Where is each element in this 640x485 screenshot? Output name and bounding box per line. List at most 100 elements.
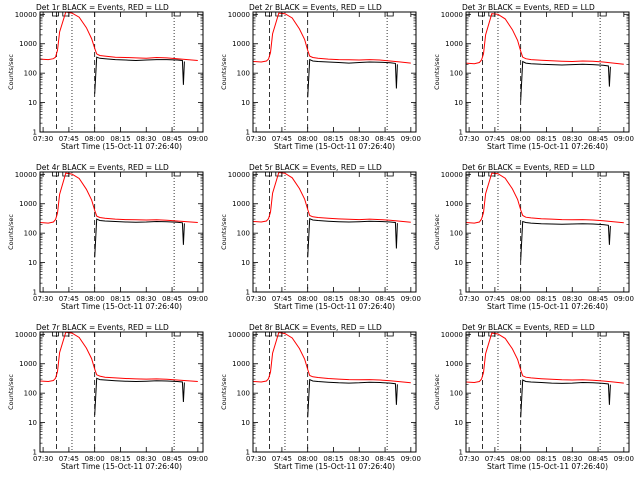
y-tick-label: 1: [459, 449, 463, 457]
series-line-events: [520, 220, 611, 261]
x-axis-label: Start Time (15-Oct-11 07:26:40): [61, 462, 182, 471]
x-tick-label: 08:15: [323, 135, 343, 143]
y-tick-label: 10: [28, 99, 37, 107]
y-tick-label: 1: [459, 289, 463, 297]
x-tick-label: 08:15: [110, 135, 130, 143]
top-bracket-mark: [265, 172, 272, 177]
top-bracket-mark: [173, 172, 181, 177]
y-tick-label: 1000: [445, 200, 463, 208]
x-axis-label: Start Time (15-Oct-11 07:26:40): [274, 142, 395, 151]
detector-panel-5: Det 5r BLACK = Events, RED = LLD 1 10 100 10…: [220, 163, 421, 311]
x-tick-label: 07:30: [459, 455, 479, 463]
x-tick-label: 09:00: [188, 295, 208, 303]
x-tick-label: 09:00: [188, 455, 208, 463]
y-tick-label: 10: [454, 99, 463, 107]
x-tick-label: 08:30: [349, 455, 369, 463]
series-line-lld: [253, 332, 411, 384]
x-tick-label: 08:45: [588, 135, 608, 143]
x-tick-label: 08:00: [298, 135, 318, 143]
y-tick-label: 1: [246, 289, 250, 297]
y-tick-label: 10000: [441, 11, 463, 19]
x-tick-label: 08:30: [136, 135, 156, 143]
y-tick-label: 1000: [232, 40, 250, 48]
x-axis-label: Start Time (15-Oct-11 07:26:40): [274, 462, 395, 471]
y-tick-label: 10000: [441, 171, 463, 179]
series-line-lld: [253, 12, 411, 64]
series-line-events: [94, 377, 185, 416]
top-bracket-mark: [173, 332, 181, 337]
x-tick-label: 08:45: [162, 295, 182, 303]
detector-panel-8: Det 8r BLACK = Events, RED = LLD 1 10 100 10…: [220, 323, 421, 471]
x-tick-label: 08:30: [562, 135, 582, 143]
y-tick-label: 1000: [19, 360, 37, 368]
plot-frame: [39, 171, 204, 293]
x-tick-label: 09:00: [401, 455, 421, 463]
chart-title: Det 1r BLACK = Events, RED = LLD: [36, 3, 169, 12]
x-tick-label: 09:00: [614, 455, 634, 463]
x-axis-label: Start Time (15-Oct-11 07:26:40): [61, 142, 182, 151]
y-tick-label: 1: [246, 449, 250, 457]
y-tick-label: 10: [241, 259, 250, 267]
series-line-lld: [466, 172, 624, 224]
x-tick-label: 08:45: [588, 295, 608, 303]
x-tick-label: 08:00: [511, 295, 531, 303]
x-tick-label: 08:15: [323, 295, 343, 303]
x-tick-label: 08:00: [511, 455, 531, 463]
y-tick-label: 100: [237, 70, 250, 78]
y-tick-label: 100: [24, 230, 37, 238]
series-line-lld: [40, 332, 198, 383]
x-tick-label: 07:45: [272, 455, 292, 463]
x-tick-label: 08:15: [110, 295, 130, 303]
x-axis-label: Start Time (15-Oct-11 07:26:40): [487, 142, 608, 151]
detector-panel-2: Det 2r BLACK = Events, RED = LLD 1 10 100 10…: [220, 3, 421, 151]
detector-panel-3: Det 3r BLACK = Events, RED = LLD 1 10 100 10…: [433, 3, 634, 151]
x-tick-label: 07:30: [459, 135, 479, 143]
x-tick-label: 08:00: [298, 295, 318, 303]
series-line-lld: [253, 172, 411, 223]
y-axis-label: Counts/sec: [220, 54, 228, 90]
y-tick-label: 100: [450, 230, 463, 238]
x-tick-label: 08:00: [511, 135, 531, 143]
plot-frame: [252, 11, 417, 133]
x-tick-label: 08:15: [536, 455, 556, 463]
x-tick-label: 08:15: [536, 295, 556, 303]
plot-frame: [465, 11, 630, 133]
x-tick-label: 07:45: [272, 295, 292, 303]
chart-title: Det 9r BLACK = Events, RED = LLD: [462, 323, 595, 332]
x-axis-label: Start Time (15-Oct-11 07:26:40): [487, 462, 608, 471]
series-line-events: [307, 378, 398, 418]
chart-title: Det 8r BLACK = Events, RED = LLD: [249, 323, 382, 332]
series-line-events: [307, 58, 398, 98]
x-tick-label: 07:45: [59, 135, 79, 143]
x-tick-label: 07:45: [59, 295, 79, 303]
x-tick-label: 09:00: [401, 295, 421, 303]
y-tick-label: 1: [459, 129, 463, 137]
x-tick-label: 08:15: [536, 135, 556, 143]
y-tick-label: 100: [24, 390, 37, 398]
y-tick-label: 100: [237, 230, 250, 238]
series-line-lld: [40, 172, 198, 224]
y-tick-label: 10000: [228, 11, 250, 19]
detector-panel-6: Det 6r BLACK = Events, RED = LLD 1 10 100 10…: [433, 163, 634, 311]
series-line-lld: [466, 332, 624, 384]
x-tick-label: 07:30: [246, 455, 266, 463]
x-tick-label: 08:30: [562, 455, 582, 463]
plot-frame: [39, 331, 204, 453]
y-tick-label: 10000: [228, 171, 250, 179]
x-tick-label: 08:30: [562, 295, 582, 303]
x-tick-label: 07:45: [485, 295, 505, 303]
x-tick-label: 07:45: [485, 455, 505, 463]
x-axis-label: Start Time (15-Oct-11 07:26:40): [487, 302, 608, 311]
top-bracket-mark: [599, 12, 607, 17]
x-tick-label: 08:30: [349, 295, 369, 303]
y-tick-label: 10: [454, 419, 463, 427]
y-axis-label: Counts/sec: [7, 374, 15, 410]
y-tick-label: 10000: [228, 331, 250, 339]
y-axis-label: Counts/sec: [7, 214, 15, 250]
x-tick-label: 08:15: [323, 455, 343, 463]
x-axis-label: Start Time (15-Oct-11 07:26:40): [274, 302, 395, 311]
y-tick-label: 1: [33, 449, 37, 457]
x-axis-label: Start Time (15-Oct-11 07:26:40): [61, 302, 182, 311]
y-axis-label: Counts/sec: [433, 54, 441, 90]
